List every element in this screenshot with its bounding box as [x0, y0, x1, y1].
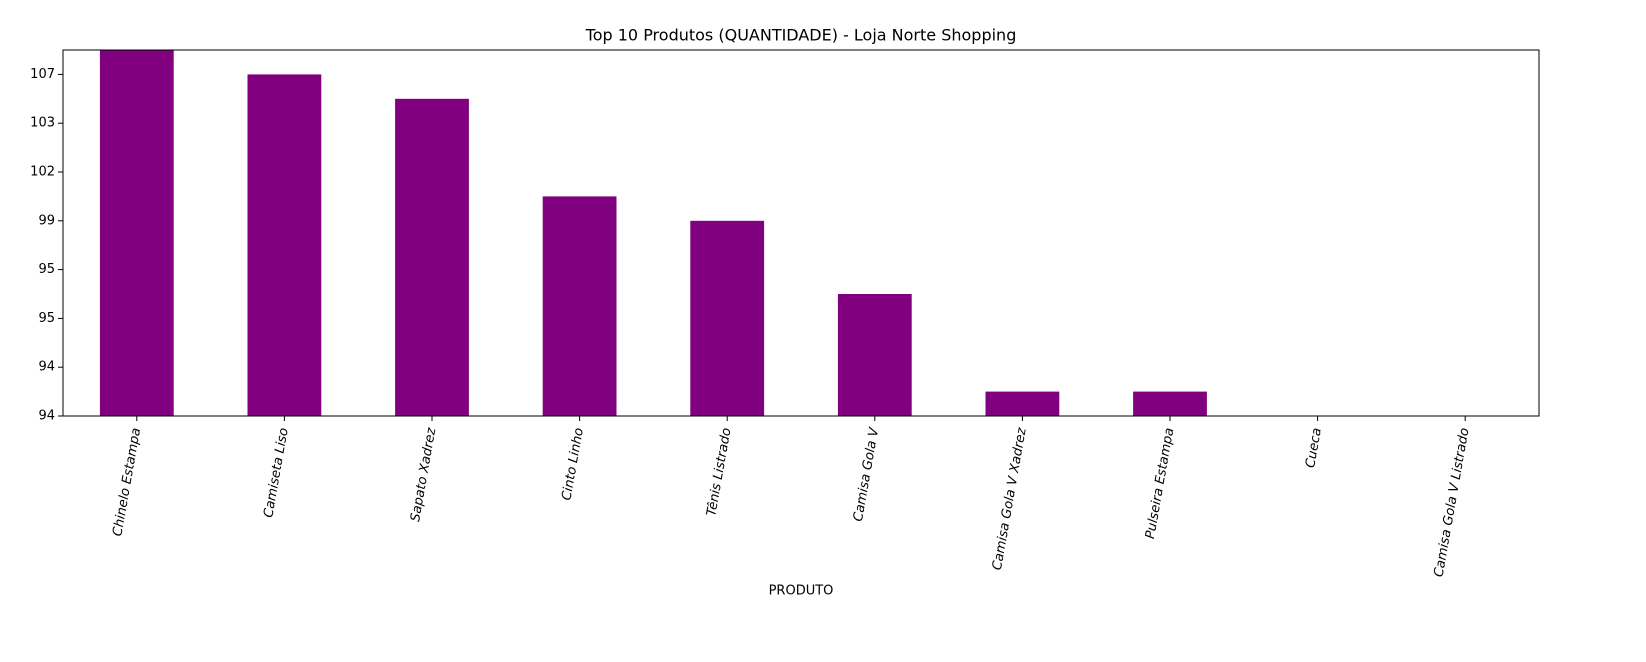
x-tick-label: Chinelo Estampa: [110, 427, 144, 538]
plot-frame: [62, 49, 1540, 417]
bar: [247, 74, 322, 417]
bar: [1133, 391, 1207, 416]
x-tick-label: Camisa Gola V: [851, 426, 882, 523]
y-tick-label: 94: [38, 409, 55, 424]
bar: [837, 294, 912, 416]
y-tick-label: 103: [30, 116, 55, 131]
x-tick-label: Sapato Xadrez: [408, 426, 439, 523]
y-tick-label: 99: [38, 213, 55, 228]
x-tick-label: Cueca: [1303, 427, 1325, 469]
x-tick-label: Camisa Gola V Listrado: [1432, 427, 1473, 579]
x-tick-label: Camisa Gola V Xadrez: [990, 426, 1030, 572]
x-axis-label: PRODUTO: [769, 584, 834, 599]
y-tick-label: 102: [30, 165, 55, 180]
x-tick-label: Pulseira Estampa: [1143, 427, 1177, 540]
bar: [395, 98, 469, 417]
bar: [690, 220, 765, 416]
y-tick-label: 107: [30, 67, 55, 82]
bar: [985, 391, 1060, 416]
x-tick-label: Camiseta Liso: [261, 427, 292, 519]
bar: [99, 50, 174, 416]
y-tick-label: 95: [38, 311, 55, 326]
x-tick-label: Tênis Listrado: [704, 427, 734, 518]
chart-title: Top 10 Produtos (QUANTIDADE) - Loja Nort…: [585, 26, 1017, 45]
y-tick-label: 95: [38, 262, 55, 277]
y-tick-label: 94: [38, 360, 55, 375]
x-tick-label: Cinto Linho: [559, 427, 587, 502]
bar: [542, 196, 617, 416]
